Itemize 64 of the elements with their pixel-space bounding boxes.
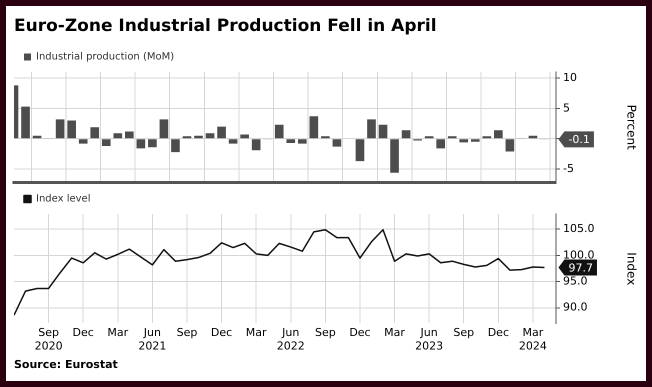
bar xyxy=(21,106,30,138)
bar xyxy=(402,130,410,138)
legend-label: Industrial production (MoM) xyxy=(36,52,174,63)
y-tick-label: 95.0 xyxy=(563,274,588,288)
bar xyxy=(90,127,100,138)
bar xyxy=(136,139,146,148)
source-note: Source: Eurostat xyxy=(14,358,118,371)
x-tick-label: Dec xyxy=(210,326,232,340)
bar xyxy=(67,120,76,138)
bar xyxy=(240,134,249,138)
bar xyxy=(228,139,238,144)
annotation: -0.1 xyxy=(568,133,590,146)
bar xyxy=(356,139,364,162)
bar xyxy=(78,139,88,144)
y-axis-title: Percent xyxy=(624,104,639,150)
y-tick-label: 90.0 xyxy=(563,300,588,314)
bar xyxy=(102,139,111,146)
bar xyxy=(56,119,64,138)
x-tick-label: Jun 2021 xyxy=(138,326,166,352)
y-tick-label: -5 xyxy=(563,162,574,175)
bar xyxy=(160,119,168,138)
legend-label: Index level xyxy=(36,194,90,205)
bar xyxy=(148,139,157,148)
x-tick-label: Sep xyxy=(176,326,198,340)
x-tick-label: Jun 2023 xyxy=(415,326,444,352)
x-tick-label: Mar xyxy=(107,326,129,340)
x-tick-label: Sep xyxy=(453,326,474,340)
bar xyxy=(506,139,514,152)
bar xyxy=(32,136,42,138)
bar xyxy=(332,139,342,147)
bar xyxy=(367,119,376,138)
x-tick-label: Dec xyxy=(488,326,509,340)
bar xyxy=(206,133,214,138)
bar xyxy=(171,139,180,152)
annotation: 97.7 xyxy=(568,261,593,274)
x-tick-label: Dec xyxy=(349,326,371,340)
bar xyxy=(310,116,318,138)
bar xyxy=(470,139,480,142)
bar xyxy=(194,136,203,138)
bar xyxy=(274,124,284,138)
x-tick-label: Mar xyxy=(384,326,406,340)
bar xyxy=(252,139,260,150)
x-tick-label: Sep 2020 xyxy=(34,326,63,352)
bar xyxy=(124,131,134,138)
bar xyxy=(436,139,446,148)
bar xyxy=(390,139,399,173)
bar xyxy=(378,124,388,138)
x-tick-label: Dec xyxy=(72,326,94,340)
x-tick-label: Mar 2024 xyxy=(518,326,547,352)
bar xyxy=(459,139,468,142)
y-tick-label: 105.0 xyxy=(563,222,594,236)
x-tick-label: Mar xyxy=(246,326,268,340)
x-tick-label: Sep xyxy=(314,326,336,340)
y-tick-label: 100.0 xyxy=(563,248,594,262)
bar xyxy=(494,130,503,138)
y-tick-label: 10 xyxy=(563,70,577,84)
chart-title: Euro-Zone Industrial Production Fell in April xyxy=(14,16,437,36)
bar xyxy=(298,139,307,144)
y-axis-title: Index xyxy=(624,252,639,286)
x-tick-label: Jun 2022 xyxy=(276,326,305,352)
bar xyxy=(286,139,296,143)
y-tick-label: 5 xyxy=(563,101,570,114)
bar xyxy=(217,126,226,138)
bar xyxy=(528,136,538,138)
